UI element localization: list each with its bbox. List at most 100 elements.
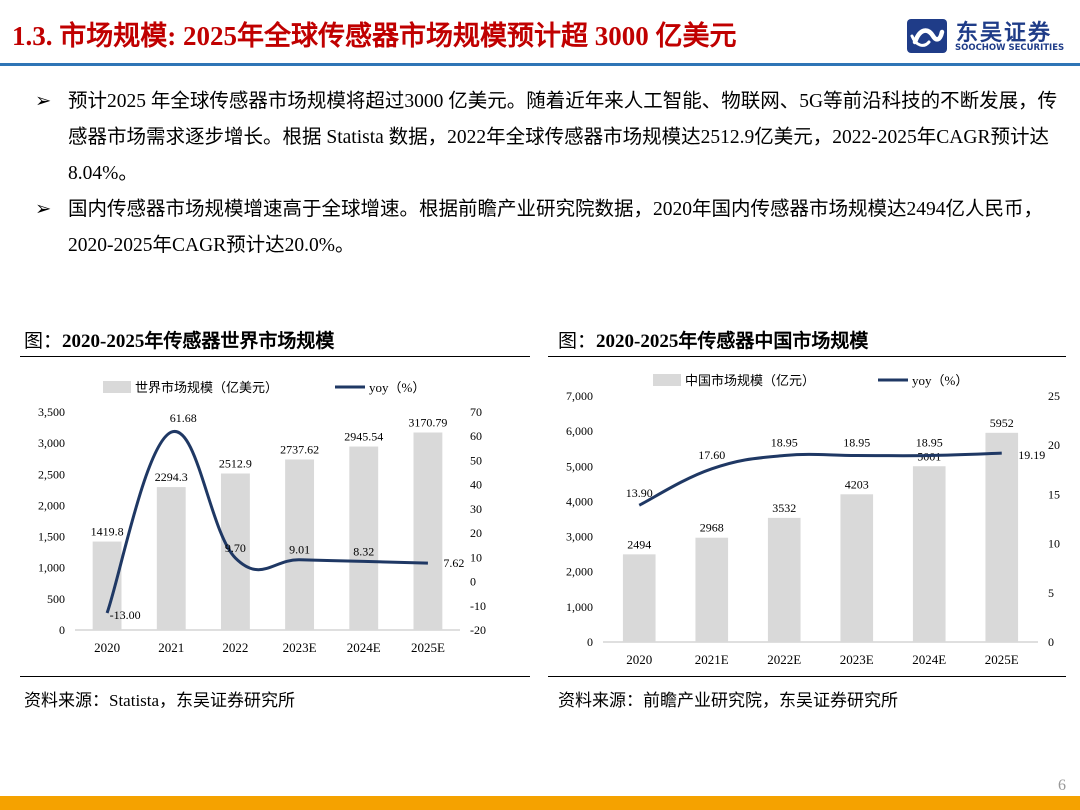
right-chart-title-prefix: 图： — [558, 331, 597, 352]
bar — [767, 517, 801, 642]
yoy-line — [105, 430, 428, 614]
arrow-bullet-icon: ➢ — [35, 91, 52, 112]
x-tick-label: 2025E — [985, 652, 1019, 667]
y-left-tick-label: 0 — [59, 623, 65, 637]
yoy-value-label: 7.62 — [443, 556, 464, 570]
y-left-tick-label: 2,000 — [38, 498, 65, 512]
bar — [156, 487, 186, 630]
bar-value-label: 5952 — [990, 416, 1014, 430]
y-left-tick-label: 2,000 — [566, 565, 593, 579]
y-right-tick-label: 40 — [470, 478, 482, 492]
y-left-tick-label: 1,000 — [566, 600, 593, 614]
bar-value-label: 2494 — [627, 537, 651, 551]
right-chart-bottom-rule — [548, 676, 1066, 677]
y-right-tick-label: 15 — [1048, 487, 1060, 501]
left-chart-title: 图：2020-2025年传感器世界市场规模 — [24, 326, 334, 353]
y-right-tick-label: -20 — [470, 623, 486, 637]
left-chart-top-rule — [20, 356, 530, 357]
left-chart: 世界市场规模（亿美元） yoy（%）05001,0001,5002,0002,50… — [38, 380, 486, 655]
page-number: 6 — [1058, 777, 1066, 794]
arrow-bullet-icon: ➢ — [35, 199, 52, 220]
x-tick-label: 2025E — [411, 640, 445, 655]
x-tick-label: 2022 — [222, 640, 248, 655]
y-right-tick-label: 10 — [470, 550, 482, 564]
y-right-tick-label: -10 — [470, 599, 486, 613]
y-left-tick-label: 6,000 — [566, 424, 593, 438]
y-right-tick-label: 50 — [470, 453, 482, 467]
bullet-item-global: ➢ 预计2025 年全球传感器市场规模将超过3000 亿美元。随着近年来人工智能… — [35, 84, 1060, 192]
title-divider — [0, 63, 1080, 66]
brand-logo: 东吴证券 SOOCHOW SECURITIES — [906, 16, 1071, 60]
bar — [985, 432, 1019, 642]
yoy-value-label: -13.00 — [110, 608, 141, 622]
y-left-tick-label: 7,000 — [566, 389, 593, 403]
footer-bar — [0, 796, 1080, 810]
yoy-value-label: 13.90 — [626, 486, 653, 500]
x-tick-label: 2023E — [840, 652, 874, 667]
y-right-tick-label: 25 — [1048, 389, 1060, 403]
soochow-logo-icon — [907, 19, 947, 53]
bar — [220, 473, 250, 630]
y-right-tick-label: 30 — [470, 502, 482, 516]
x-tick-label: 2020 — [94, 640, 120, 655]
x-tick-label: 2024E — [912, 652, 946, 667]
yoy-value-label: 18.95 — [843, 436, 870, 450]
bar-value-label: 2512.9 — [219, 456, 252, 470]
y-left-tick-label: 500 — [47, 592, 65, 606]
right-chart-source: 资料来源：前瞻产业研究院，东吴证券研究所 — [558, 691, 898, 710]
yoy-value-label: 9.01 — [289, 543, 310, 557]
bar-value-label: 2294.3 — [155, 470, 188, 484]
x-tick-label: 2023E — [283, 640, 317, 655]
bar — [349, 446, 379, 630]
x-tick-label: 2021 — [158, 640, 184, 655]
logo-english-name: SOOCHOW SECURITIES — [955, 43, 1065, 53]
bar-value-label: 4203 — [845, 477, 869, 491]
y-left-tick-label: 0 — [587, 635, 593, 649]
left-chart-bottom-rule — [20, 676, 530, 677]
y-right-tick-label: 0 — [1048, 635, 1054, 649]
y-right-tick-label: 10 — [1048, 537, 1060, 551]
legend-bar-swatch — [103, 381, 131, 393]
bullet-text: 预计2025 年全球传感器市场规模将超过3000 亿美元。随着近年来人工智能、物… — [68, 91, 1058, 184]
x-tick-label: 2024E — [347, 640, 381, 655]
bar — [622, 554, 656, 642]
y-right-tick-label: 70 — [470, 405, 482, 419]
y-left-tick-label: 1,500 — [38, 530, 65, 544]
bar — [413, 432, 443, 630]
left-chart-title-text: 2020-2025年传感器世界市场规模 — [62, 331, 335, 352]
yoy-value-label: 18.95 — [916, 436, 943, 450]
right-chart-title-text: 2020-2025年传感器中国市场规模 — [596, 331, 869, 352]
bullet-text: 国内传感器市场规模增速高于全球增速。根据前瞻产业研究院数据，2020年国内传感器… — [68, 199, 1044, 256]
logo-chinese-name: 东吴证券 — [956, 21, 1053, 46]
y-right-tick-label: 20 — [1048, 438, 1060, 452]
y-left-tick-label: 5,000 — [566, 459, 593, 473]
y-left-tick-label: 1,000 — [38, 561, 65, 575]
legend-bar-swatch — [653, 374, 681, 386]
x-tick-label: 2021E — [695, 652, 729, 667]
bar-value-label: 3170.79 — [408, 416, 447, 430]
y-right-tick-label: 60 — [470, 429, 482, 443]
legend-bar-label: 世界市场规模（亿美元） — [135, 380, 278, 395]
yoy-value-label: 8.32 — [353, 544, 374, 558]
right-chart: 中国市场规模（亿元） yoy（%） 0 1,000 2,000 3,000 4,000 5,0… — [566, 373, 1060, 667]
bullet-list: ➢ 预计2025 年全球传感器市场规模将超过3000 亿美元。随着近年来人工智能… — [35, 84, 1060, 264]
yoy-value-label: 18.95 — [771, 436, 798, 450]
bar-value-label: 2945.54 — [344, 430, 383, 444]
y-left-tick-label: 3,000 — [566, 530, 593, 544]
legend-line-label: yoy（%） — [912, 373, 968, 388]
yoy-value-label: 17.60 — [698, 448, 725, 462]
x-tick-label: 2022E — [767, 652, 801, 667]
y-right-tick-label: 5 — [1048, 586, 1054, 600]
page-title: 1.3. 市场规模: 2025年全球传感器市场规模预计超 3000 亿美元 — [12, 21, 737, 51]
right-chart-top-rule — [548, 356, 1066, 357]
x-tick-label: 2020 — [626, 652, 652, 667]
yoy-value-label: 61.68 — [170, 411, 197, 425]
bar — [92, 541, 122, 630]
legend-bar-label: 中国市场规模（亿元） — [685, 373, 815, 388]
bullet-item-domestic: ➢ 国内传感器市场规模增速高于全球增速。根据前瞻产业研究院数据，2020年国内传… — [35, 192, 1060, 264]
right-chart-title: 图：2020-2025年传感器中国市场规模 — [558, 326, 868, 353]
left-chart-source: 资料来源：Statista，东吴证券研究所 — [24, 691, 296, 710]
bar-value-label: 1419.8 — [91, 525, 124, 539]
yoy-line — [638, 451, 1002, 507]
bar-value-label: 2968 — [700, 521, 724, 535]
